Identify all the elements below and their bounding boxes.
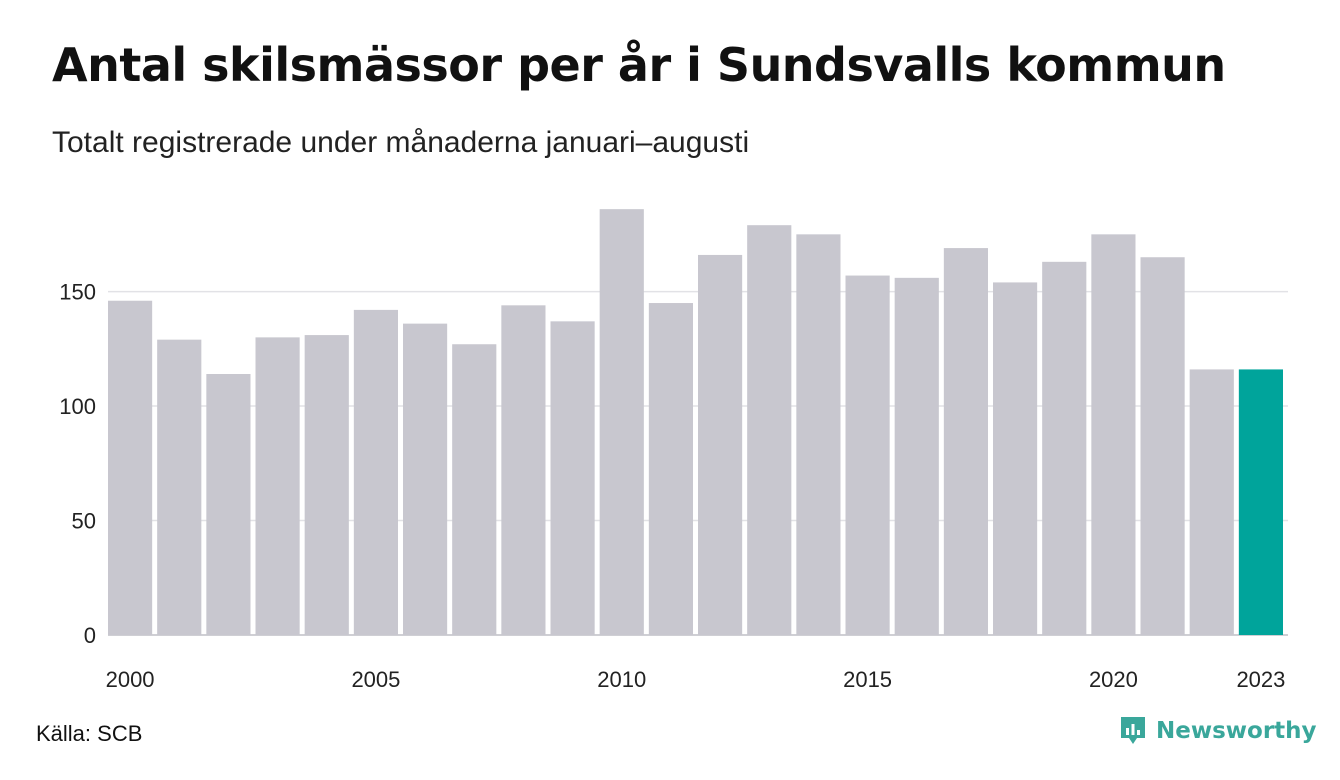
bars — [108, 209, 1283, 635]
bar-2010 — [599, 209, 644, 635]
bar-2019 — [1042, 261, 1087, 635]
bar-2014 — [796, 234, 841, 635]
bar-2005 — [353, 309, 398, 635]
brand-name: Newsworthy — [1156, 718, 1317, 744]
bar-2003 — [255, 337, 300, 635]
x-tick-label: 2023 — [1236, 667, 1285, 692]
x-tick-label: 2010 — [597, 667, 646, 692]
newsworthy-brand: Newsworthy — [1118, 714, 1317, 748]
bar-2007 — [452, 344, 497, 635]
x-tick-label: 2020 — [1089, 667, 1138, 692]
bar-2004 — [304, 335, 349, 635]
bar-2000 — [108, 300, 153, 635]
chart-title: Antal skilsmässor per år i Sundsvalls ko… — [52, 38, 1226, 92]
y-tick-label: 50 — [72, 509, 96, 534]
y-axis-labels: 0 50 100 150 — [59, 280, 96, 648]
bar-2009 — [550, 321, 595, 635]
bar-2016 — [894, 277, 939, 635]
bar-2012 — [698, 254, 743, 635]
bar-2020 — [1091, 234, 1136, 635]
bar-2022 — [1189, 369, 1234, 635]
bar-2015 — [845, 275, 890, 635]
x-axis-labels: 2000 2005 2010 2015 2020 2023 — [106, 667, 1286, 692]
bar-2013 — [747, 225, 792, 635]
bar-2006 — [403, 323, 448, 635]
bar-2017 — [943, 248, 988, 635]
newsworthy-logo-icon — [1121, 717, 1145, 744]
bar-2008 — [501, 305, 546, 635]
bar-2002 — [206, 374, 251, 635]
chart-subtitle: Totalt registrerade under månaderna janu… — [52, 126, 750, 159]
y-tick-label: 150 — [59, 280, 96, 305]
x-tick-label: 2015 — [843, 667, 892, 692]
bar-2021 — [1140, 257, 1185, 635]
source-note: Källa: SCB — [36, 721, 143, 746]
x-tick-label: 2000 — [106, 667, 155, 692]
bar-2023 — [1238, 369, 1283, 635]
x-tick-label: 2005 — [351, 667, 400, 692]
bar-2018 — [993, 282, 1038, 635]
bar-2001 — [157, 339, 202, 635]
bar-2011 — [648, 303, 693, 635]
y-tick-label: 0 — [84, 623, 96, 648]
y-tick-label: 100 — [59, 394, 96, 419]
